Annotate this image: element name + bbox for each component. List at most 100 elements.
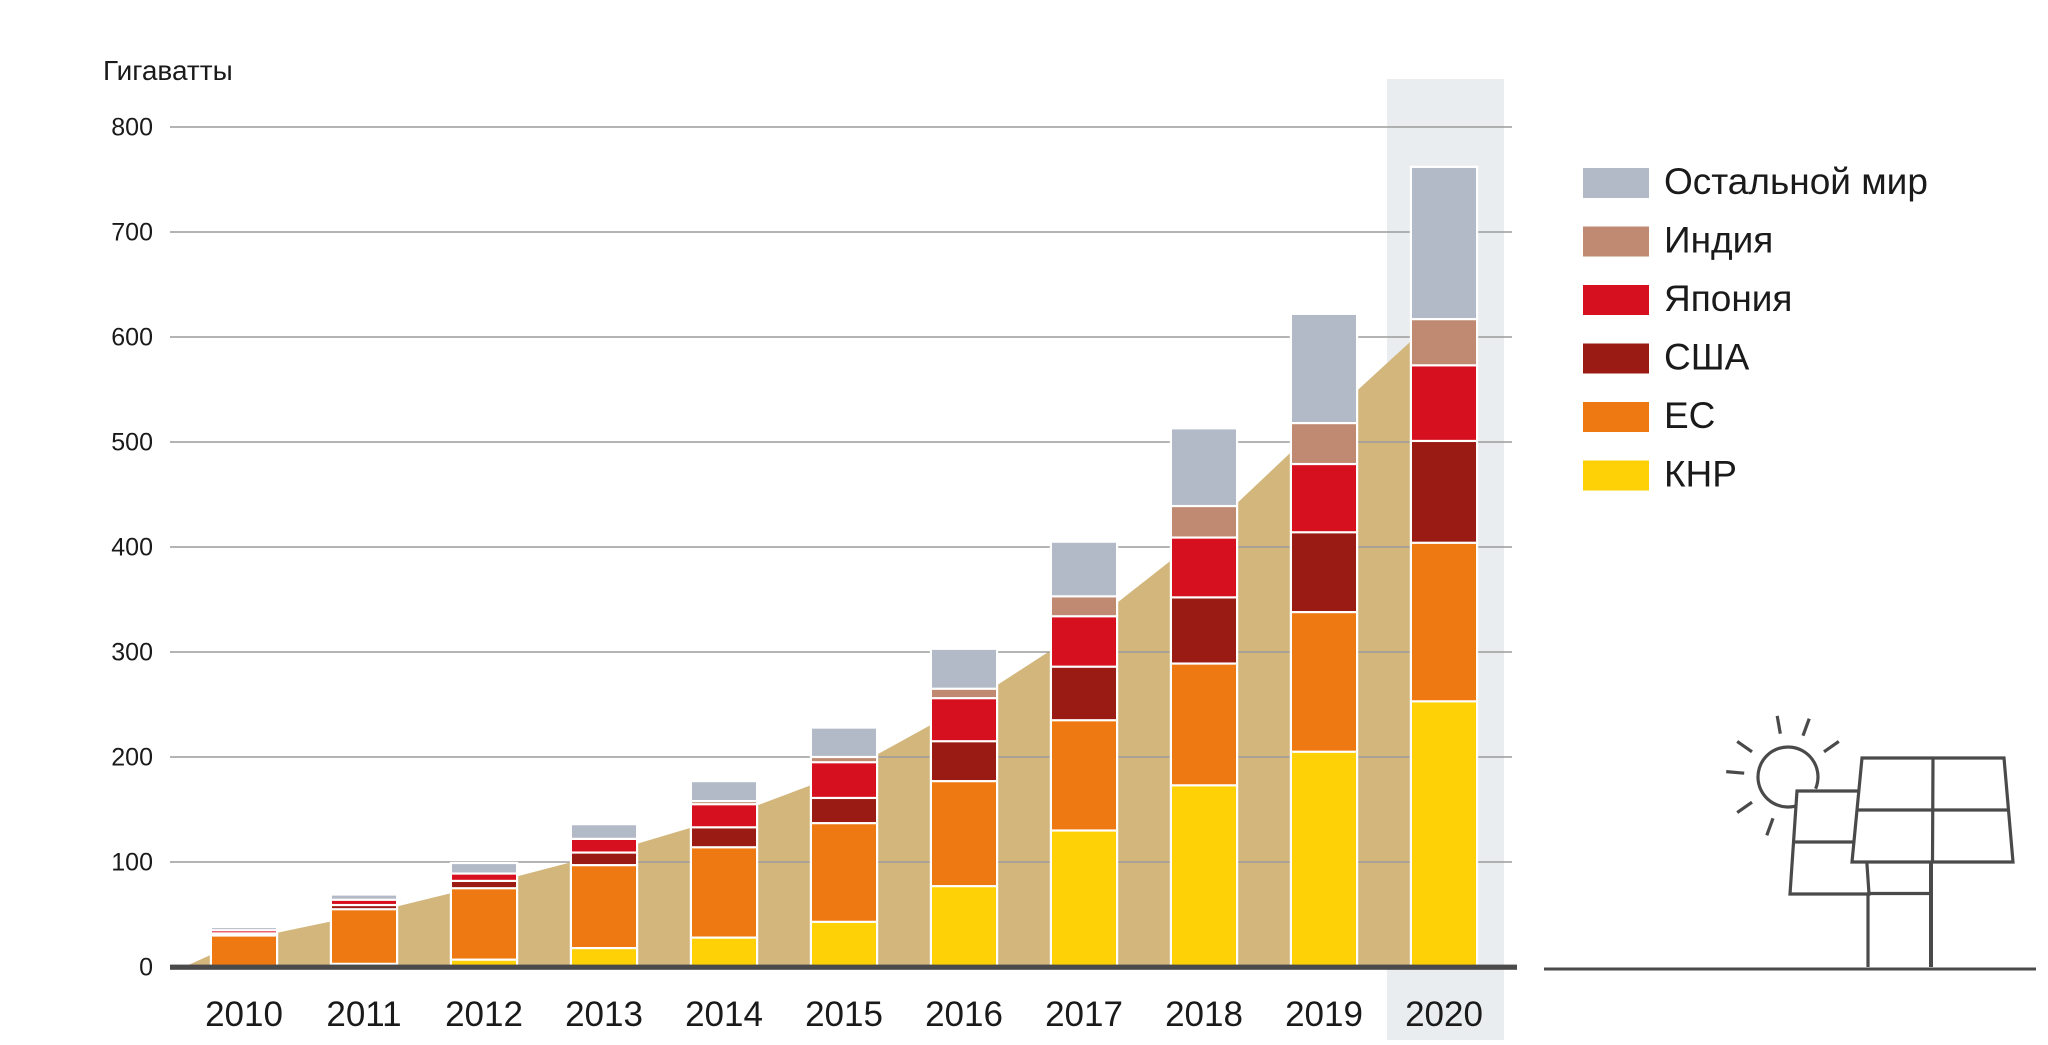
segment-separator — [1052, 595, 1116, 598]
bar-segment-2020-ЕС — [1412, 542, 1476, 702]
segment-separator — [692, 826, 756, 829]
bar-segment-2014-США — [692, 827, 756, 848]
segment-separator — [692, 846, 756, 849]
segment-separator — [1412, 318, 1476, 321]
segment-separator — [932, 885, 996, 888]
bar-segment-2015-КНР — [812, 921, 876, 967]
y-tick-label-800: 800 — [111, 114, 153, 142]
bar-segment-2019-Япония — [1292, 464, 1356, 533]
bar-segment-2014-Индия — [692, 801, 756, 805]
bar-group-2010 — [209, 925, 279, 967]
bar-segment-2020-КНР — [1412, 701, 1476, 967]
segment-separator — [452, 872, 516, 875]
legend-label-Индия: Индия — [1664, 220, 1773, 261]
bar-segment-2016-США — [932, 741, 996, 782]
bar-group-2015 — [809, 726, 879, 967]
segment-separator — [692, 800, 756, 803]
bar-segment-2015-США — [812, 797, 876, 824]
bar-group-2013 — [569, 823, 639, 967]
bar-segment-2011-Япония — [332, 899, 396, 906]
bar-segment-2016-Остальной мир — [932, 649, 996, 689]
y-tick-label-700: 700 — [111, 219, 153, 247]
segment-separator — [1172, 536, 1236, 539]
bar-group-2020 — [1409, 165, 1479, 967]
segment-separator — [332, 908, 396, 911]
bar-segment-2012-КНР — [452, 959, 516, 967]
x-tick-label-2014: 2014 — [685, 995, 763, 1034]
x-tick-label-2010: 2010 — [205, 995, 283, 1034]
solar-panel-illustration — [1544, 715, 2036, 971]
segment-separator — [1412, 364, 1476, 367]
segment-separator — [1172, 662, 1236, 665]
y-tick-label-600: 600 — [111, 324, 153, 352]
segment-separator — [1292, 531, 1356, 534]
bar-segment-2018-Япония — [1172, 537, 1236, 598]
segment-separator — [572, 864, 636, 867]
bar-segment-2018-Индия — [1172, 506, 1236, 538]
bar-segment-2013-Япония — [572, 838, 636, 853]
bar-segment-2016-ЕС — [932, 781, 996, 887]
legend-label-ЕС: ЕС — [1664, 395, 1715, 436]
segment-separator — [1052, 719, 1116, 722]
bar-segment-2017-КНР — [1052, 830, 1116, 967]
bar-segment-2013-КНР — [572, 948, 636, 967]
legend-swatch-ЕС — [1583, 402, 1649, 432]
bar-segment-2010-Япония — [212, 930, 276, 934]
bar-segment-2012-ЕС — [452, 888, 516, 960]
segment-separator — [332, 903, 396, 907]
segment-separator — [1292, 462, 1356, 466]
bar-segment-2015-Япония — [812, 762, 876, 798]
sun-rays-icon — [1726, 715, 1840, 836]
segment-separator — [212, 934, 276, 937]
bar-segment-2014-Остальной мир — [692, 782, 756, 802]
x-tick-label-2016: 2016 — [925, 995, 1003, 1034]
bar-segment-2020-Япония — [1412, 365, 1476, 441]
legend-label-КНР: КНР — [1664, 454, 1737, 495]
legend-label-Остальной мир: Остальной мир — [1664, 161, 1928, 202]
bar-segment-2013-Остальной мир — [572, 825, 636, 838]
bar-segment-2019-Индия — [1292, 423, 1356, 465]
bar-segment-2020-США — [1412, 440, 1476, 543]
segment-separator — [1412, 439, 1476, 443]
bar-group-2019 — [1289, 312, 1359, 967]
x-tick-label-2012: 2012 — [445, 995, 523, 1034]
segment-separator — [1052, 665, 1116, 668]
segment-separator — [812, 822, 876, 825]
bar-segment-2016-КНР — [932, 886, 996, 967]
bar-segment-2011-ЕС — [332, 909, 396, 964]
segment-separator — [572, 947, 636, 950]
legend-swatch-Остальной мир — [1583, 168, 1649, 198]
legend-swatch-Индия — [1583, 226, 1649, 257]
x-tick-label-2017: 2017 — [1045, 995, 1123, 1034]
bar-segment-2013-США — [572, 852, 636, 866]
x-axis-line — [170, 964, 1517, 970]
segment-separator — [452, 958, 516, 961]
segment-separator — [932, 780, 996, 783]
y-tick-label-300: 300 — [111, 639, 153, 667]
bar-segment-2010-Остальной мир — [212, 928, 276, 930]
segment-separator — [1412, 700, 1476, 703]
bar-segment-2015-ЕС — [812, 823, 876, 922]
legend-swatch-США — [1583, 343, 1649, 374]
bar-segment-2017-Остальной мир — [1052, 542, 1116, 597]
segment-separator — [212, 932, 276, 935]
legend: Остальной мир Индия Япония США ЕС КНР — [1583, 161, 1928, 495]
x-tick-label-2020: 2020 — [1405, 995, 1483, 1034]
bar-segment-2020-Индия — [1412, 319, 1476, 366]
segment-separator — [1052, 615, 1116, 618]
segment-separator — [1052, 829, 1116, 832]
bar-segment-2012-Остальной мир — [452, 864, 516, 873]
x-tick-label-2011: 2011 — [326, 995, 401, 1034]
bar-segment-2013-ЕС — [572, 865, 636, 949]
bar-segment-2016-Индия — [932, 688, 996, 699]
segment-separator — [1292, 750, 1356, 753]
large-solar-panel-icon — [1850, 756, 2015, 967]
segment-separator — [332, 898, 396, 901]
bar-segment-2017-Индия — [1052, 596, 1116, 617]
segment-separator — [812, 761, 876, 764]
bar-segment-2018-КНР — [1172, 785, 1236, 967]
segment-separator — [1172, 596, 1236, 599]
segment-separator — [1172, 784, 1236, 787]
